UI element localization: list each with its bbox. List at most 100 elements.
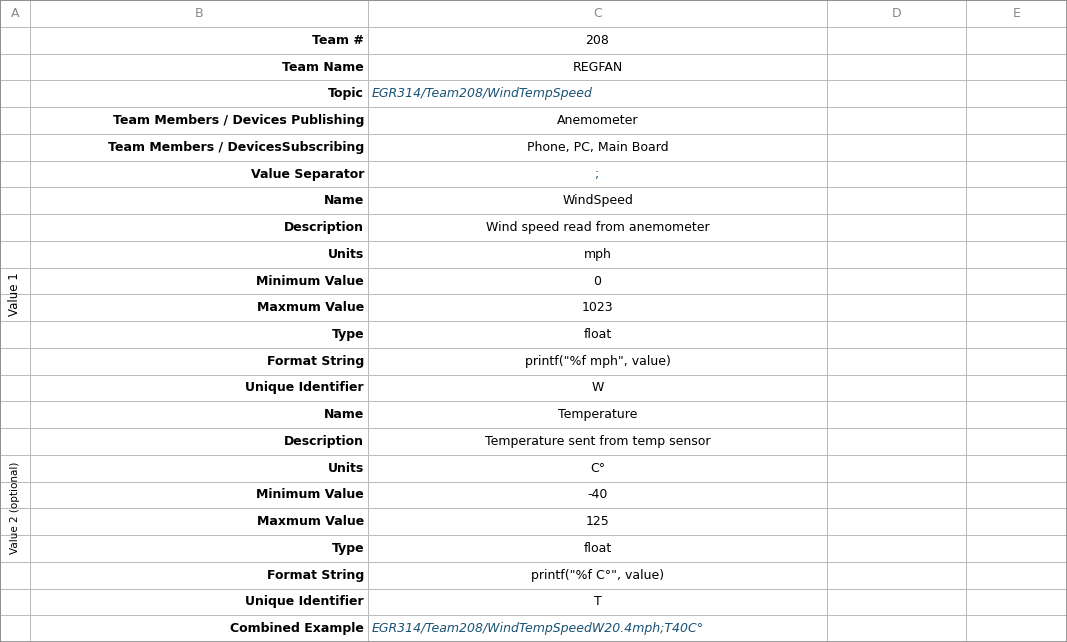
- Bar: [30, 54, 368, 80]
- Bar: [368, 562, 827, 589]
- Bar: [368, 615, 827, 642]
- Bar: [966, 107, 1067, 134]
- Bar: [0, 295, 30, 321]
- Text: Team Name: Team Name: [283, 60, 364, 74]
- Bar: [30, 321, 368, 348]
- Bar: [827, 27, 966, 54]
- Text: 1023: 1023: [582, 301, 614, 314]
- Text: Wind speed read from anemometer: Wind speed read from anemometer: [485, 221, 710, 234]
- Bar: [30, 562, 368, 589]
- Bar: [827, 295, 966, 321]
- Bar: [966, 268, 1067, 295]
- Bar: [827, 482, 966, 508]
- Bar: [0, 214, 30, 241]
- Bar: [966, 455, 1067, 482]
- Bar: [827, 134, 966, 160]
- Bar: [30, 0, 368, 27]
- Bar: [368, 535, 827, 562]
- Bar: [368, 401, 827, 428]
- Bar: [30, 348, 368, 374]
- Bar: [0, 241, 30, 268]
- Bar: [368, 321, 827, 348]
- Bar: [966, 80, 1067, 107]
- Bar: [0, 54, 30, 80]
- Text: EGR314/Team208/WindTempSpeedW20.4mph;T40C°: EGR314/Team208/WindTempSpeedW20.4mph;T40…: [372, 622, 704, 635]
- Bar: [30, 134, 368, 160]
- Bar: [0, 241, 30, 268]
- Bar: [0, 428, 30, 455]
- Bar: [827, 535, 966, 562]
- Bar: [368, 589, 827, 615]
- Text: Combined Example: Combined Example: [230, 622, 364, 635]
- Bar: [827, 401, 966, 428]
- Bar: [0, 80, 30, 107]
- Bar: [827, 455, 966, 482]
- Bar: [966, 187, 1067, 214]
- Text: WindSpeed: WindSpeed: [562, 195, 633, 207]
- Bar: [827, 562, 966, 589]
- Bar: [368, 348, 827, 374]
- Bar: [827, 374, 966, 401]
- Text: Unique Identifier: Unique Identifier: [245, 381, 364, 394]
- Bar: [368, 80, 827, 107]
- Bar: [30, 321, 368, 348]
- Bar: [966, 535, 1067, 562]
- Bar: [30, 455, 368, 482]
- Bar: [368, 0, 827, 27]
- Bar: [368, 187, 827, 214]
- Bar: [0, 482, 30, 508]
- Bar: [966, 374, 1067, 401]
- Bar: [827, 54, 966, 80]
- Text: Maxmum Value: Maxmum Value: [257, 515, 364, 528]
- Bar: [827, 241, 966, 268]
- Bar: [0, 134, 30, 160]
- Bar: [30, 187, 368, 214]
- Bar: [30, 107, 368, 134]
- Text: Value 1: Value 1: [9, 272, 21, 317]
- Bar: [30, 455, 368, 482]
- Bar: [966, 508, 1067, 535]
- Bar: [0, 187, 30, 214]
- Bar: [0, 428, 30, 455]
- Bar: [0, 615, 30, 642]
- Text: 208: 208: [586, 34, 609, 47]
- Text: A: A: [11, 7, 19, 20]
- Bar: [0, 0, 30, 27]
- Bar: [0, 321, 30, 348]
- Bar: [827, 0, 966, 27]
- Bar: [0, 508, 30, 535]
- Bar: [966, 401, 1067, 428]
- Text: Maxmum Value: Maxmum Value: [257, 301, 364, 314]
- Bar: [0, 187, 30, 214]
- Bar: [30, 482, 368, 508]
- Bar: [827, 428, 966, 455]
- Bar: [368, 482, 827, 508]
- Bar: [966, 241, 1067, 268]
- Bar: [30, 615, 368, 642]
- Bar: [0, 589, 30, 615]
- Bar: [368, 241, 827, 268]
- Bar: [368, 107, 827, 134]
- Bar: [827, 160, 966, 187]
- Text: REGFAN: REGFAN: [572, 60, 623, 74]
- Text: Anemometer: Anemometer: [557, 114, 638, 127]
- Text: Unique Identifier: Unique Identifier: [245, 595, 364, 609]
- Bar: [0, 401, 30, 428]
- Bar: [368, 321, 827, 348]
- Bar: [827, 589, 966, 615]
- Bar: [368, 54, 827, 80]
- Bar: [368, 214, 827, 241]
- Bar: [0, 107, 30, 134]
- Bar: [827, 295, 966, 321]
- Bar: [368, 80, 827, 107]
- Bar: [368, 160, 827, 187]
- Bar: [827, 214, 966, 241]
- Bar: [966, 160, 1067, 187]
- Bar: [0, 589, 30, 615]
- Bar: [368, 589, 827, 615]
- Bar: [30, 535, 368, 562]
- Text: 0: 0: [593, 275, 602, 288]
- Bar: [966, 27, 1067, 54]
- Bar: [827, 321, 966, 348]
- Text: C: C: [593, 7, 602, 20]
